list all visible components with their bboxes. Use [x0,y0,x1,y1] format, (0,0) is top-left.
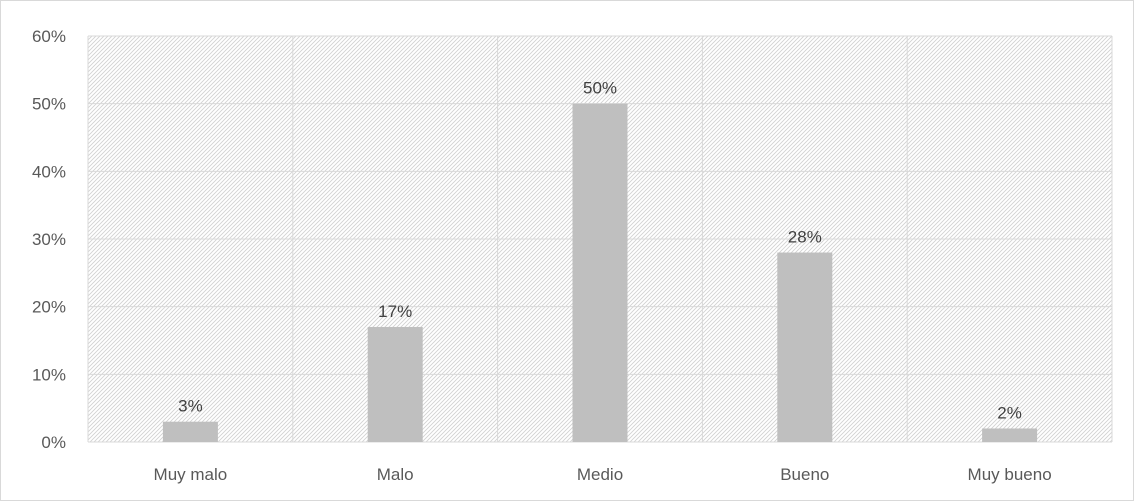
y-tick-label: 10% [32,365,66,384]
y-tick-label: 30% [32,230,66,249]
bar-muy-bueno [982,428,1038,442]
y-tick-label: 0% [41,433,66,452]
y-tick-label: 50% [32,95,66,114]
x-tick-label: Medio [577,465,623,484]
x-tick-label: Bueno [780,465,829,484]
data-labels: 3% 17% 50% 28% 2% [178,79,1022,423]
x-tick-label: Malo [377,465,414,484]
bar-medio [572,103,628,443]
x-tick-label: Muy malo [154,465,228,484]
y-tick-label: 20% [32,298,66,317]
x-axis: Muy malo Malo Medio Bueno Muy bueno [154,465,1052,484]
data-label: 50% [583,79,617,98]
bar-bueno [777,252,833,442]
data-label: 17% [378,302,412,321]
y-axis: 0% 10% 20% 30% 40% 50% 60% [32,27,66,452]
bar-muy-malo [162,421,218,442]
data-label: 28% [788,228,822,247]
bar-malo [367,326,423,442]
data-label: 3% [178,397,203,416]
y-tick-label: 60% [32,27,66,46]
y-tick-label: 40% [32,162,66,181]
bars [162,103,1038,443]
x-tick-label: Muy bueno [968,465,1052,484]
data-label: 2% [997,403,1022,422]
